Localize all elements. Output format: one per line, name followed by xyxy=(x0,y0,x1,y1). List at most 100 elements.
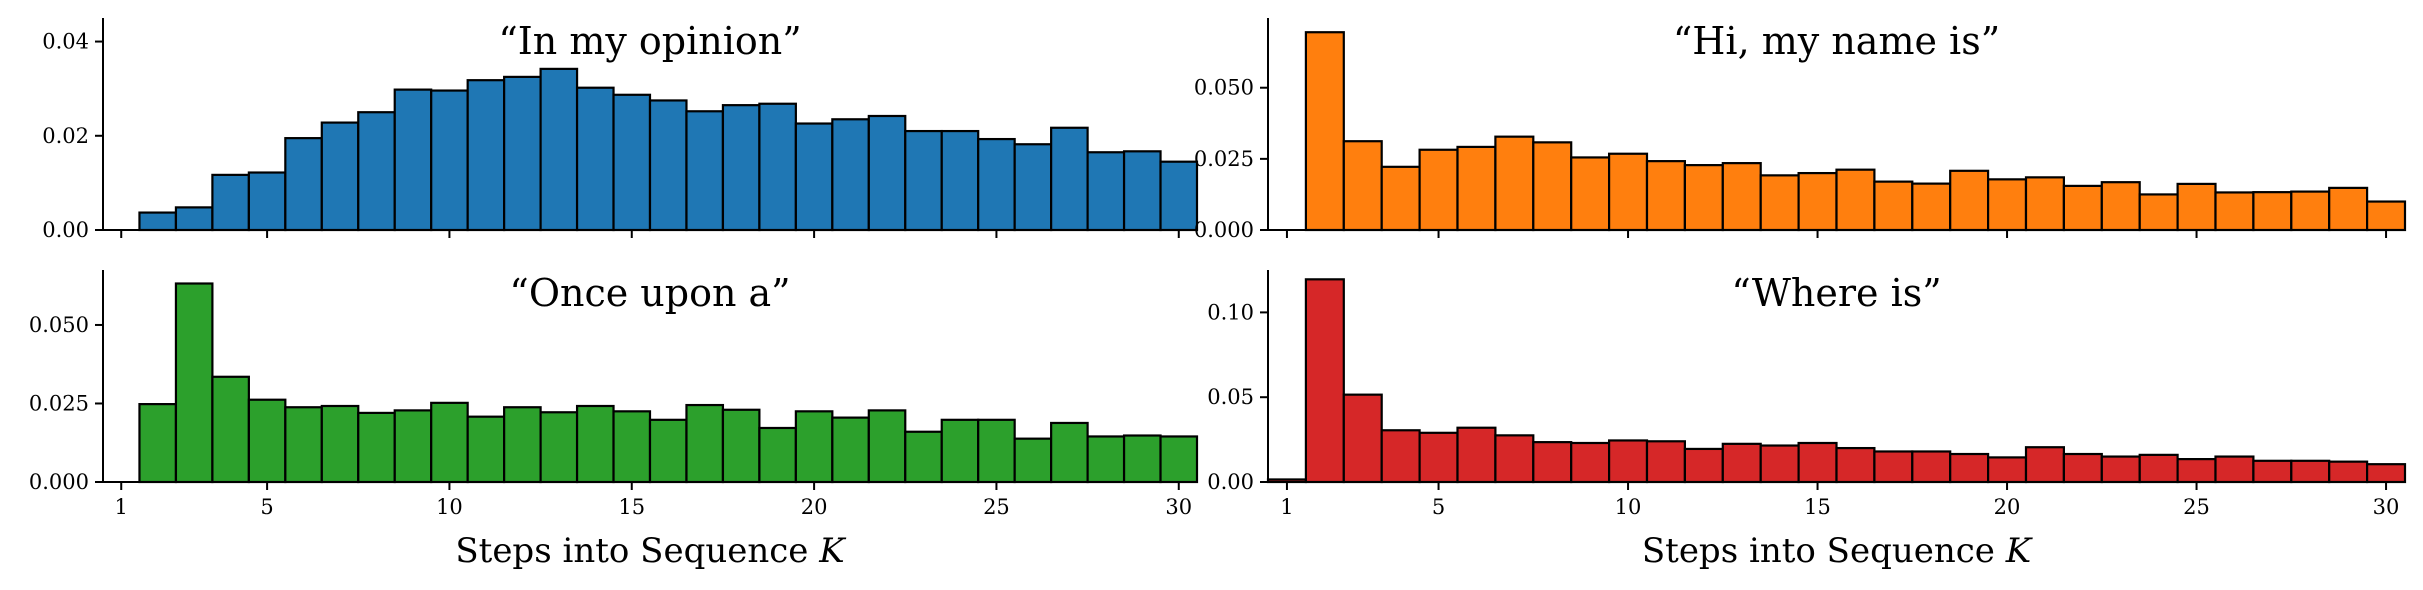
bar xyxy=(2214,191,2255,232)
bar xyxy=(2024,176,2066,232)
bar xyxy=(2366,463,2407,484)
bar xyxy=(1986,456,2028,484)
bar xyxy=(1050,421,1089,484)
x-tick-label: 15 xyxy=(618,495,645,519)
bar xyxy=(1304,278,1345,484)
bar xyxy=(1122,434,1162,484)
bar xyxy=(758,102,797,232)
bar xyxy=(2252,191,2293,232)
bar xyxy=(2100,181,2141,232)
bar xyxy=(1380,429,1421,484)
bar xyxy=(831,118,870,232)
bar xyxy=(2214,455,2255,484)
bar xyxy=(2290,459,2331,484)
y-tick-label: 0.050 xyxy=(29,313,89,337)
bar xyxy=(1721,162,1762,232)
bar xyxy=(284,137,323,232)
panel-where-is: 0.000.050.101 5 10 15 20 25 30“Where is”Steps … xyxy=(1207,270,2407,571)
bar xyxy=(2290,190,2331,232)
bar xyxy=(758,426,797,484)
x-tick-label: 10 xyxy=(436,495,463,519)
bar xyxy=(867,114,907,232)
bar xyxy=(1342,140,1383,232)
bar xyxy=(612,93,652,232)
panel-title: “Where is” xyxy=(1731,271,1941,315)
bar xyxy=(575,404,615,484)
bar xyxy=(904,430,943,484)
bar xyxy=(648,99,688,232)
bar xyxy=(1159,435,1199,484)
bar xyxy=(2176,458,2217,484)
bar xyxy=(904,129,943,232)
bar xyxy=(284,406,323,484)
y-tick-label: 0.02 xyxy=(42,124,89,148)
bar xyxy=(721,408,761,484)
bar xyxy=(1418,431,1459,484)
bar xyxy=(1759,174,1800,232)
bar xyxy=(430,89,469,232)
bar xyxy=(1797,171,1838,232)
bar xyxy=(1159,160,1199,232)
y-tick-label: 0.000 xyxy=(1194,218,1254,242)
bar xyxy=(539,411,579,484)
bar xyxy=(648,418,688,484)
bar xyxy=(357,411,396,484)
x-axis-title: Steps into Sequence K xyxy=(455,531,847,571)
x-tick-label: 1 xyxy=(1280,495,1293,519)
bar xyxy=(1570,156,1611,232)
bar xyxy=(1873,180,1914,232)
x-tick-label: 20 xyxy=(801,495,828,519)
y-tick-label: 0.050 xyxy=(1194,76,1254,100)
bar xyxy=(1683,164,1724,232)
bar xyxy=(1013,143,1053,232)
bar xyxy=(138,211,178,232)
x-tick-label: 30 xyxy=(2373,495,2400,519)
bar xyxy=(2328,186,2369,232)
bar xyxy=(174,206,214,232)
bar xyxy=(940,418,980,484)
bar xyxy=(211,375,250,484)
x-tick-label: 5 xyxy=(260,495,273,519)
x-tick-label: 5 xyxy=(1432,495,1445,519)
x-axis-title: Steps into Sequence K xyxy=(1642,531,2034,571)
bar xyxy=(1013,437,1053,484)
bar xyxy=(1607,152,1649,232)
bar xyxy=(1911,182,1952,232)
panel-title: “In my opinion” xyxy=(498,19,801,63)
bar xyxy=(503,406,542,484)
bar xyxy=(1835,446,1876,484)
bar xyxy=(1949,452,1990,484)
bar xyxy=(1494,434,1535,484)
bar xyxy=(1873,450,1914,484)
bar xyxy=(685,110,725,232)
y-tick-label: 0.025 xyxy=(1194,147,1254,171)
bar xyxy=(2366,200,2407,232)
bar xyxy=(1911,450,1952,484)
bar xyxy=(685,403,725,484)
y-tick-label: 0.025 xyxy=(29,391,89,415)
bar xyxy=(2252,459,2293,484)
bar xyxy=(1086,151,1126,232)
bar xyxy=(1380,165,1421,232)
bar xyxy=(1122,150,1162,232)
panel-title: “Hi, my name is” xyxy=(1673,19,2000,63)
bar xyxy=(357,111,396,232)
bar xyxy=(2100,455,2141,484)
y-tick-label: 0.10 xyxy=(1207,300,1254,324)
bar xyxy=(247,398,287,484)
bar xyxy=(1456,426,1497,484)
bar xyxy=(1607,439,1649,484)
x-tick-label: 30 xyxy=(1165,495,1192,519)
bar xyxy=(794,122,834,232)
x-tick-label: 25 xyxy=(983,495,1010,519)
x-tick-label: 15 xyxy=(1804,495,1831,519)
bar xyxy=(1683,447,1724,484)
bar xyxy=(867,409,907,484)
panel-hi-my-name-is: 0.000 0.025 0.050 “Hi, my name is” xyxy=(1194,18,2407,242)
x-tick-label: 10 xyxy=(1615,495,1642,519)
bar xyxy=(1342,393,1383,484)
bar xyxy=(211,173,250,232)
bar xyxy=(575,86,615,232)
